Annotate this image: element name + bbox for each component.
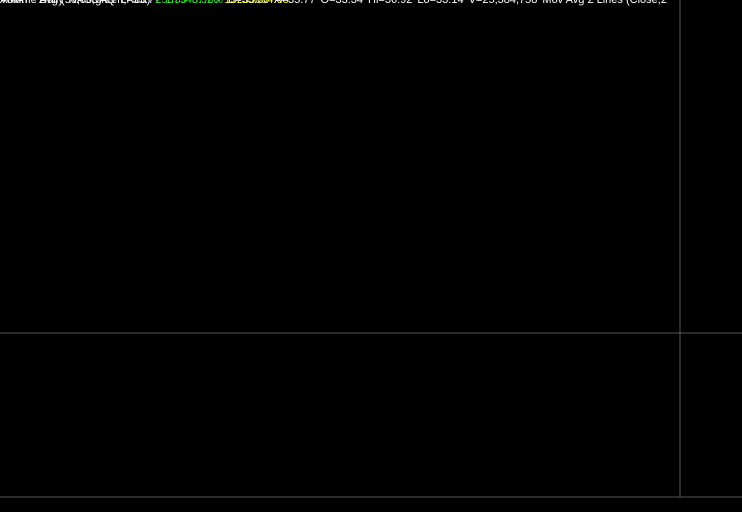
labels: AMAT - Daily NASDAQ L=35.77 1.35 3.92% B=35.6…: [0, 0, 667, 6]
chart-header-item: A=35.77: [274, 0, 315, 6]
volume-legend-item: Volume Avg (50,50,green,Red): [0, 0, 150, 6]
chart-header-item: NASDAQ: [69, 0, 116, 6]
volume-legend-item: 25379487.00: [155, 0, 219, 6]
chart-header-item: 1.35: [165, 0, 186, 6]
chart-header-item: Hi=36.92: [368, 0, 412, 6]
chart-header-item: Mov Avg 2 Lines (Close,2: [542, 0, 667, 6]
chart-header-item: AMAT - Daily: [0, 0, 64, 6]
chart-header-item: B=35.60: [228, 0, 269, 6]
chart-header: AMAT - Daily NASDAQ L=35.77 1.35 3.92% B=35.6…: [0, 0, 667, 6]
chart-header-item: V=25,384,758: [469, 0, 538, 6]
volume-legend-item: 13233084.08: [224, 0, 288, 6]
chart-header-item: Lo=33.14: [417, 0, 463, 6]
chart-header-item: 3.92%: [192, 0, 223, 6]
volume-legend: Volume Avg (50,50,green,Red)25379487.001…: [0, 0, 289, 6]
chart-header-item: O=33.34: [321, 0, 364, 6]
chart-header-item: L=35.77: [120, 0, 160, 6]
